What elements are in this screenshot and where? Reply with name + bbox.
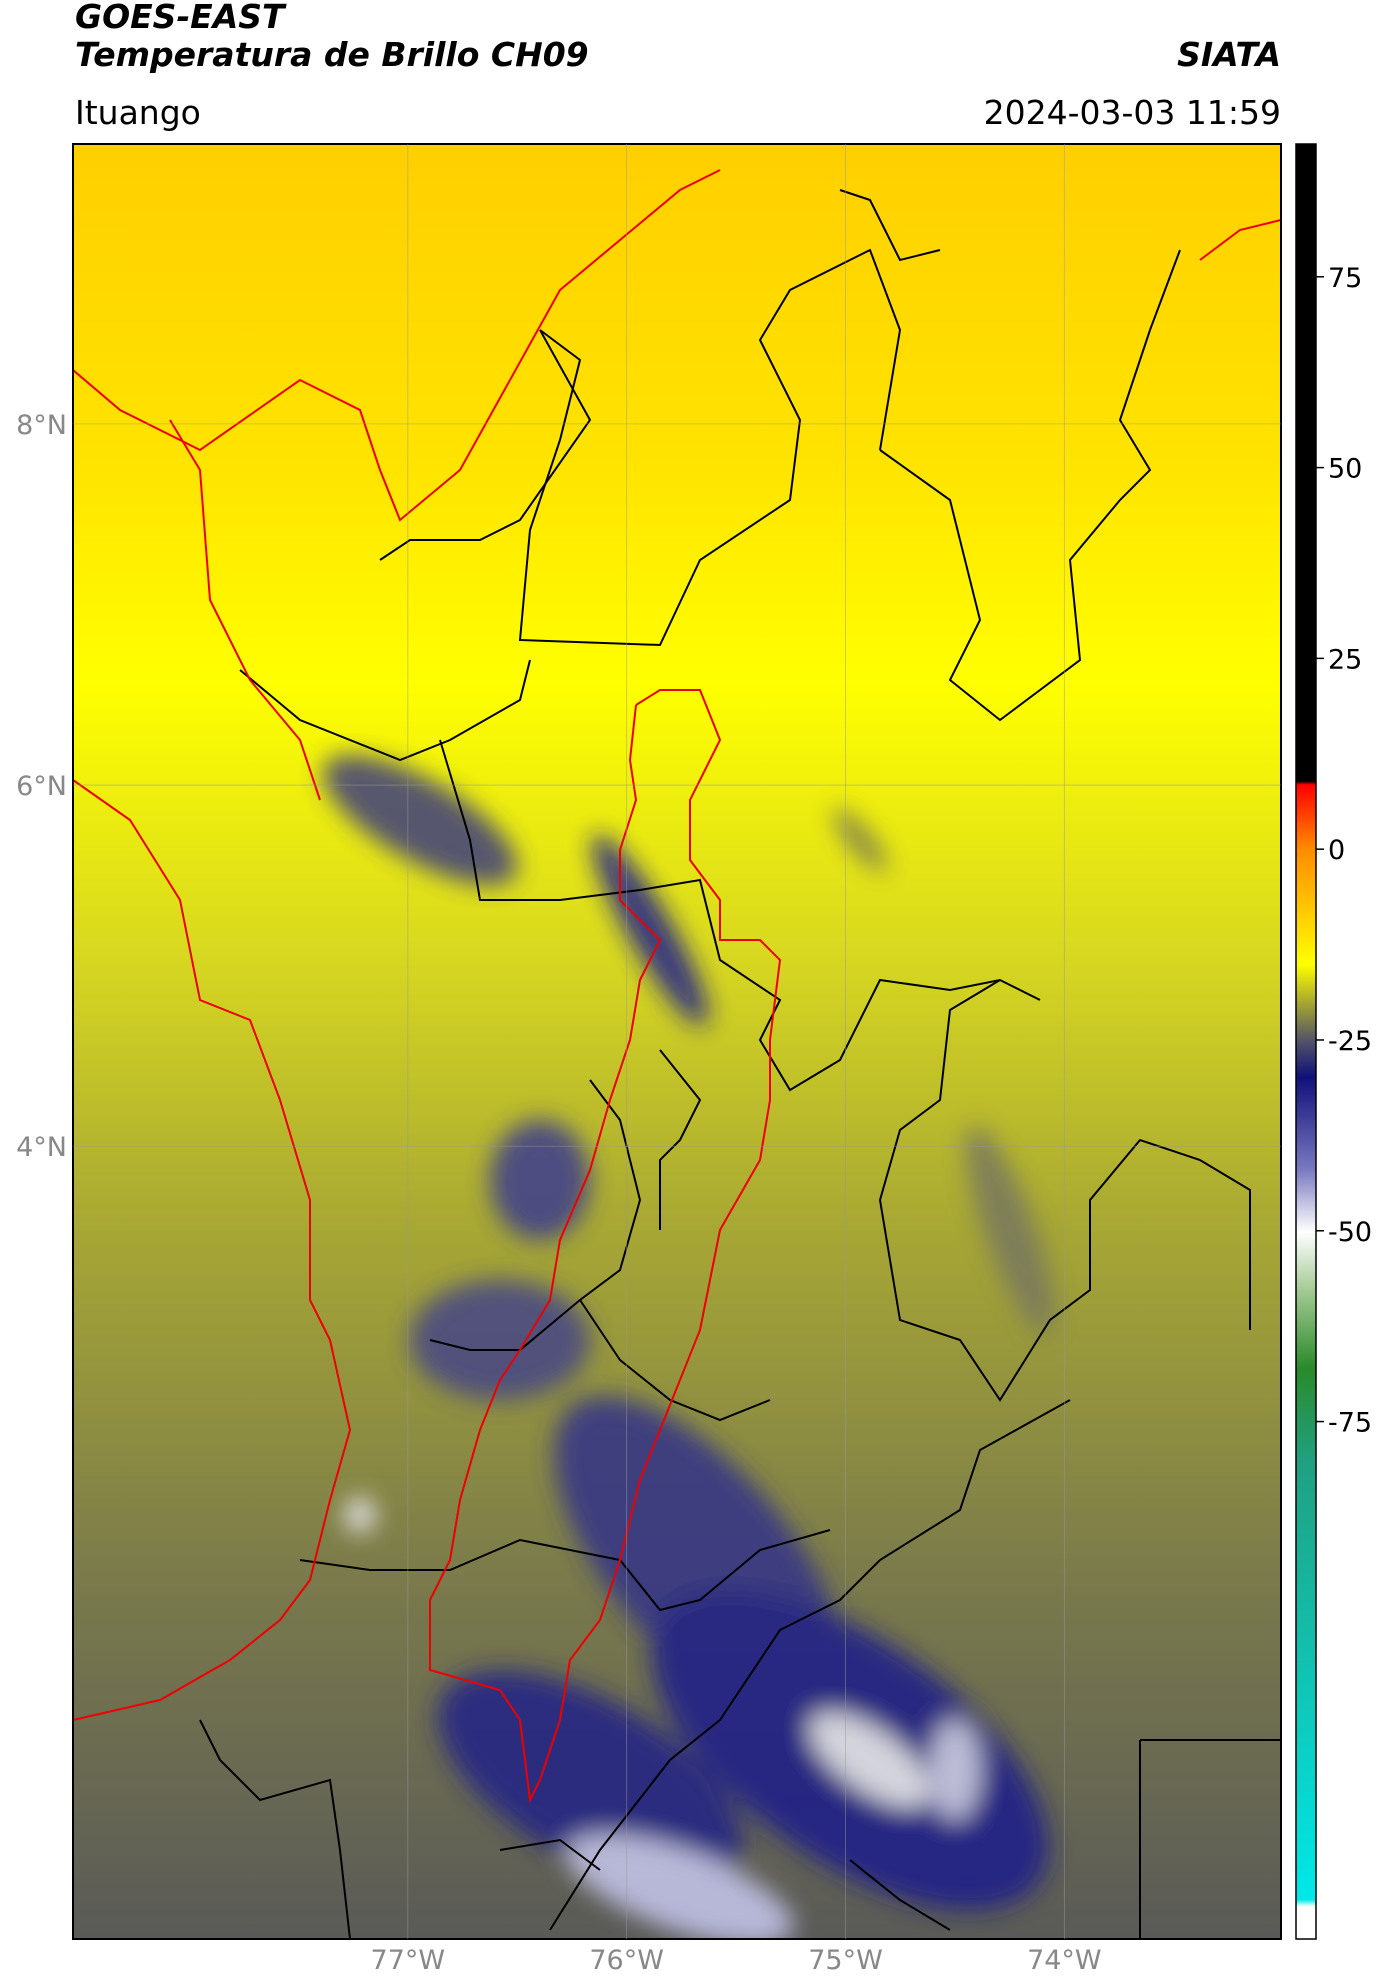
map-frame xyxy=(72,143,1282,1940)
location: Ituango xyxy=(75,93,201,132)
colorbar-tick-label: -75 xyxy=(1328,1408,1372,1439)
x-tick-label: 77°W xyxy=(371,1945,446,1976)
datetime: 2024-03-03 11:59 xyxy=(984,93,1281,132)
y-tick-label: 6°N xyxy=(16,771,67,802)
title: GOES-EAST xyxy=(75,0,287,36)
colorbar-tick-label: 0 xyxy=(1328,835,1345,866)
x-tick-label: 74°W xyxy=(1027,1945,1102,1976)
graticule xyxy=(73,144,1281,1939)
colorbar-tick-label: 75 xyxy=(1328,263,1362,294)
colorbar-tick-label: -50 xyxy=(1328,1217,1372,1248)
x-tick-label: 76°W xyxy=(589,1945,664,1976)
y-tick-label: 4°N xyxy=(16,1132,67,1163)
map-image xyxy=(73,144,1281,1939)
brand: SIATA xyxy=(1177,35,1281,74)
y-tick-label: 8°N xyxy=(16,410,67,441)
colorbar xyxy=(1295,143,1317,1940)
subtitle: Temperatura de Brillo CH09 xyxy=(75,35,589,74)
colorbar-tick-label: -25 xyxy=(1328,1026,1372,1057)
x-tick-label: 75°W xyxy=(808,1945,883,1976)
colorbar-tick-label: 25 xyxy=(1328,644,1362,675)
colorbar-tick-label: 50 xyxy=(1328,454,1362,485)
